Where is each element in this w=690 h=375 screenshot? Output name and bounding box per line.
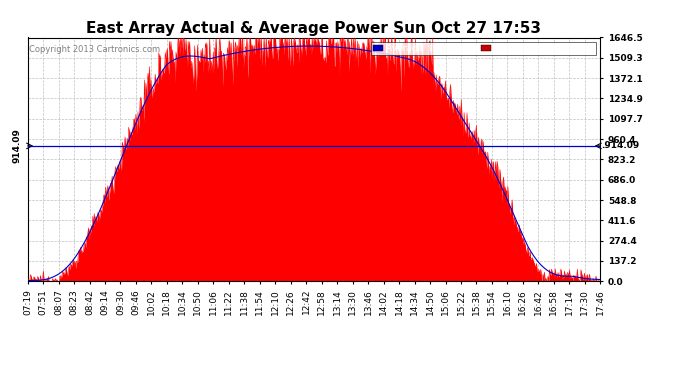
Text: Copyright 2013 Cartronics.com: Copyright 2013 Cartronics.com [29,45,160,54]
Text: .914.09: .914.09 [601,141,639,150]
Title: East Array Actual & Average Power Sun Oct 27 17:53: East Array Actual & Average Power Sun Oc… [86,21,542,36]
Legend: Average  (DC Watts), East Array  (DC Watts): Average (DC Watts), East Array (DC Watts… [371,42,596,55]
Text: 914.09: 914.09 [13,129,22,164]
